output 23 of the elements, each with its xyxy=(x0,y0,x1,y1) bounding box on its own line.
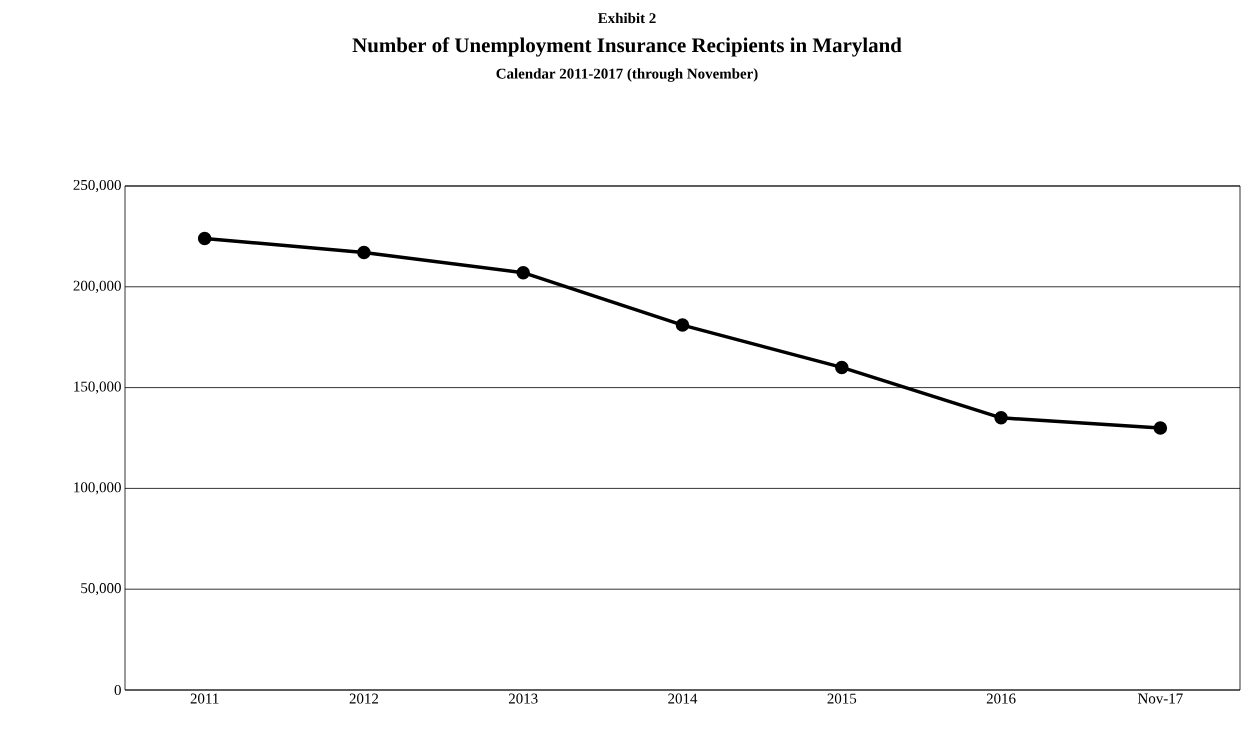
y-tick-label: 150,000 xyxy=(74,381,121,394)
point xyxy=(1153,421,1168,435)
y-tick-label: 100,000 xyxy=(74,482,121,495)
chart-title: Number of Unemployment Insurance Recipients in Maryland xyxy=(352,37,902,57)
chart-subtitle: Calendar 2011-2017 (through November) xyxy=(496,68,758,82)
x-tick-label: 2012 xyxy=(349,693,379,704)
y-tick-label: 200,000 xyxy=(73,280,121,293)
x-tick-label: 2011 xyxy=(190,693,219,704)
y-tick-label: 50,000 xyxy=(81,583,121,596)
point xyxy=(835,360,849,375)
y-tick-label: 0 xyxy=(114,684,121,696)
point xyxy=(994,411,1008,425)
x-tick-label: 2014 xyxy=(668,693,698,704)
point xyxy=(516,265,530,280)
y-tick-label: 250,000 xyxy=(73,179,121,193)
x-tick-label: Nov-17 xyxy=(1137,693,1183,704)
point xyxy=(197,231,212,246)
text: Exhibit 2 xyxy=(597,12,656,24)
x-tick-label: 2013 xyxy=(508,693,538,704)
point xyxy=(675,318,690,332)
point xyxy=(357,245,371,260)
x-tick-label: 2016 xyxy=(986,693,1016,704)
x-tick-label: 2015 xyxy=(827,693,857,704)
